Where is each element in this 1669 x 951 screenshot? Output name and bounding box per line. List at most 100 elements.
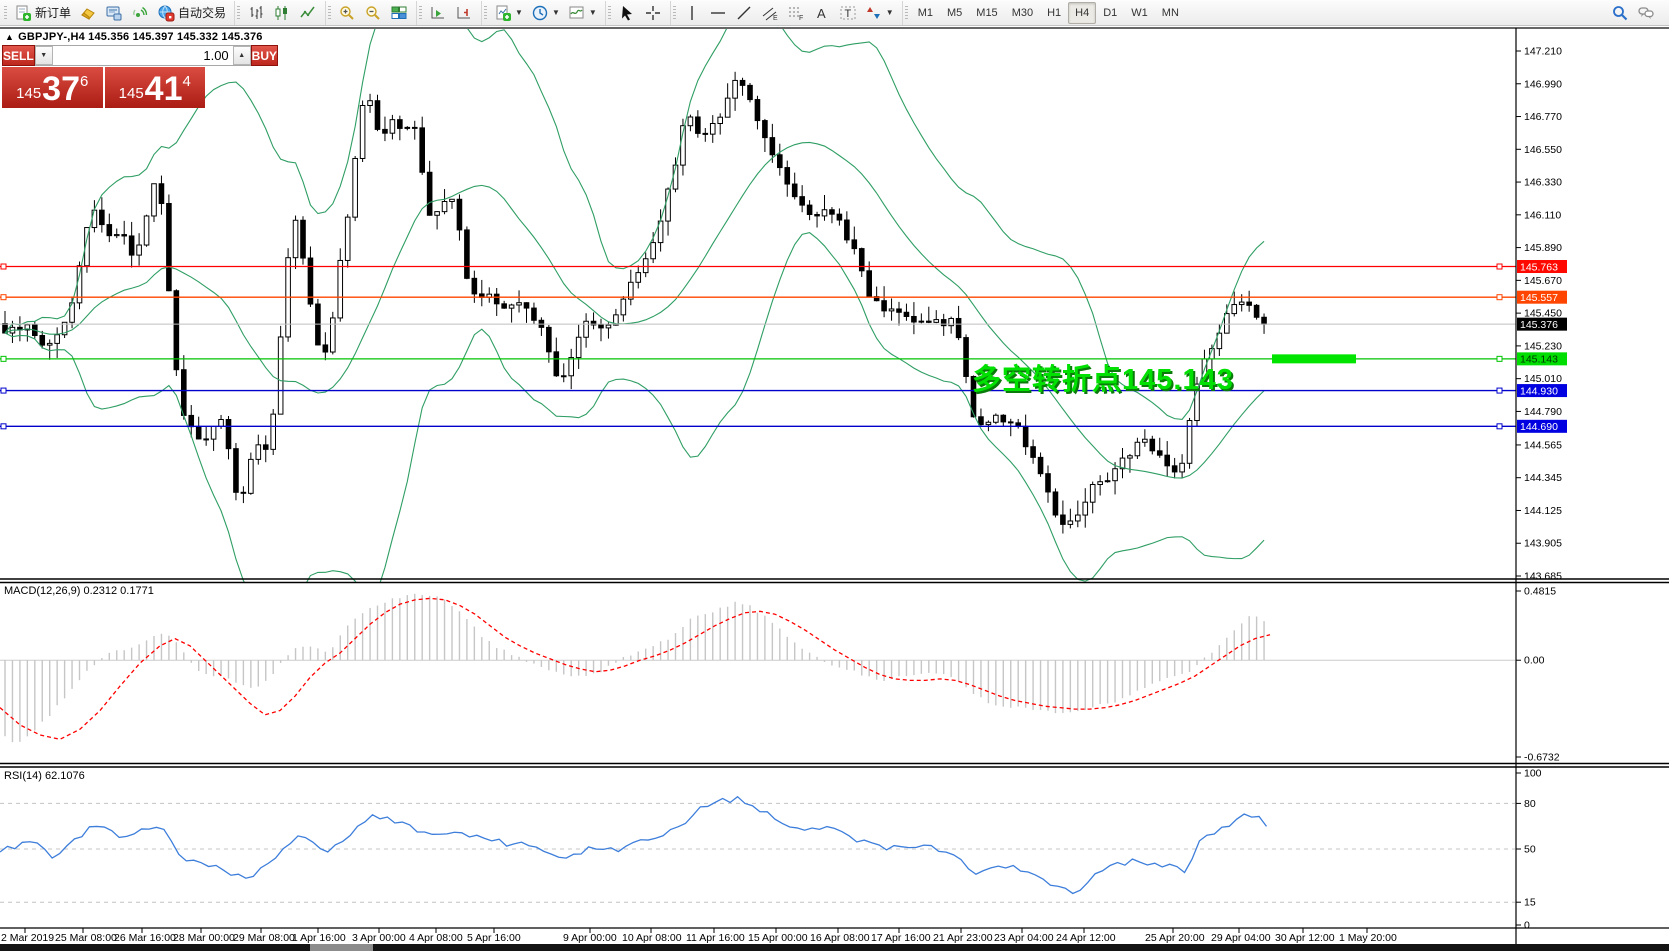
toolbar-group (325, 0, 416, 25)
hline-145-557-left-handle[interactable] (0, 294, 7, 301)
arrows-button-dropdown-icon[interactable]: ▼ (885, 8, 894, 17)
tf-button-m5[interactable]: M5 (947, 6, 963, 19)
metaeditor-icon (79, 4, 97, 22)
candle-body (501, 303, 507, 309)
bar-chart-button[interactable] (243, 1, 269, 25)
terminal-button[interactable] (101, 1, 127, 25)
hline-145-557-axis-label: 145.557 (1520, 292, 1558, 304)
candle-body (1112, 468, 1118, 482)
candle-body (1156, 450, 1163, 456)
svg-text:F: F (799, 15, 803, 22)
tf-button-m15[interactable]: M15 (976, 6, 998, 19)
bid-price-line-axis-label: 145.376 (1520, 319, 1558, 331)
sell-price-tile[interactable]: 145 37 6 (2, 67, 103, 108)
cursor-button[interactable] (614, 1, 640, 25)
tf-button-m1[interactable]: M1 (917, 6, 933, 19)
time-tick-label: 30 Apr 12:00 (1275, 932, 1335, 944)
candle-body (903, 311, 910, 317)
metaeditor-button[interactable] (75, 1, 101, 25)
bottom-scrollbar-thumb[interactable] (310, 944, 373, 951)
fibonacci-button[interactable]: F (783, 1, 809, 25)
candle-body (978, 416, 984, 426)
pivot-annotation-text[interactable]: 多空转折点145.143 (972, 364, 1234, 396)
candle-body (143, 215, 150, 246)
chat-button[interactable] (1633, 1, 1659, 25)
new-order-icon (14, 4, 32, 22)
text-label-button[interactable]: T (835, 1, 861, 25)
buy-price-sup: 4 (182, 73, 191, 90)
buy-price-prefix: 145 (118, 85, 144, 102)
trend-line-button[interactable] (731, 1, 757, 25)
svg-text:T: T (844, 8, 851, 20)
tf-button-m30[interactable]: M30 (1011, 6, 1034, 19)
time-tick-label: 23 Apr 04:00 (994, 932, 1054, 944)
tf-button-h4[interactable]: H4 (1068, 1, 1097, 24)
bar-chart-icon (247, 4, 265, 22)
channel-button[interactable]: E (757, 1, 783, 25)
sell-price-sup: 6 (80, 73, 89, 90)
tile-windows-button[interactable] (386, 1, 412, 25)
buy-button[interactable]: BUY (250, 45, 279, 66)
hline-144-930-right-handle[interactable] (1496, 387, 1503, 394)
candle-body (881, 300, 887, 312)
hline-145-143-left-handle[interactable] (0, 355, 7, 362)
price-tick-label: 146.550 (1524, 144, 1562, 156)
indicators-button-dropdown-icon[interactable]: ▼ (515, 8, 523, 17)
timeframe-group: M1 M5 M15 M30 H1 H4 D1 W1 MN (901, 0, 1190, 25)
vertical-line-button[interactable] (679, 1, 705, 25)
window-collapse-icon[interactable]: ▲ (5, 32, 15, 42)
candle-body (1246, 301, 1252, 306)
candle-body (61, 321, 68, 336)
candle-body (516, 302, 522, 306)
periods-button[interactable]: ▼ (527, 1, 564, 25)
chart-shift-button[interactable] (451, 1, 477, 25)
candle-body (449, 198, 455, 203)
arrows-button[interactable]: ▼ (861, 1, 898, 25)
templates-button[interactable]: ▼ (564, 1, 601, 25)
candlestick-button[interactable] (269, 1, 295, 25)
hline-145-143-right-handle[interactable] (1496, 355, 1503, 362)
autotrading-button[interactable]: 自动交易 (153, 1, 230, 25)
hline-145-763-left-handle[interactable] (0, 263, 7, 270)
zoom-in-button[interactable] (334, 1, 360, 25)
candle-body (404, 126, 411, 129)
rsi-tick-label: 80 (1524, 798, 1536, 810)
tf-button-mn[interactable]: MN (1161, 6, 1179, 19)
crosshair-button[interactable] (640, 1, 666, 25)
hline-145-557-right-handle[interactable] (1496, 294, 1503, 301)
hline-144-690-left-handle[interactable] (0, 423, 7, 430)
candle-body (993, 414, 999, 423)
volume-input[interactable] (52, 46, 233, 65)
buy-price-tile[interactable]: 145 41 4 (104, 67, 205, 108)
tf-button-w1[interactable]: W1 (1131, 6, 1148, 19)
window-bottom-border (0, 944, 1669, 951)
horizontal-line-button[interactable] (705, 1, 731, 25)
line-chart-button[interactable] (295, 1, 321, 25)
text-button[interactable]: A (809, 1, 835, 25)
sell-button[interactable]: SELL (2, 45, 35, 66)
hline-144-930-left-handle[interactable] (0, 387, 7, 394)
time-tick-label: 9 Apr 00:00 (563, 932, 617, 944)
zoom-out-button[interactable] (360, 1, 386, 25)
candle-body (106, 224, 113, 237)
periods-button-dropdown-icon[interactable]: ▼ (551, 8, 560, 17)
hline-145-763-right-handle[interactable] (1496, 263, 1503, 270)
volume-decrease-button[interactable]: ▼ (34, 46, 53, 65)
indicators-button[interactable]: ▼ (490, 1, 527, 25)
volume-increase-button[interactable]: ▲ (232, 46, 251, 65)
vertical-line-icon (683, 4, 701, 22)
tf-button-h1[interactable]: H1 (1047, 6, 1062, 19)
new-order-button[interactable]: 新订单 (10, 1, 75, 25)
search-button[interactable] (1607, 1, 1633, 25)
candlestick-series (2, 71, 1267, 534)
templates-button-dropdown-icon[interactable]: ▼ (588, 8, 597, 17)
candle-body (546, 326, 552, 353)
tf-button-d1[interactable]: D1 (1103, 6, 1118, 19)
auto-scroll-button[interactable] (425, 1, 451, 25)
candle-body (791, 183, 798, 198)
green-highlight-bar[interactable] (1272, 354, 1356, 364)
candle-body (203, 438, 209, 441)
hline-144-690-right-handle[interactable] (1496, 423, 1503, 430)
signals-button[interactable] (127, 1, 153, 25)
candle-body (1231, 304, 1238, 315)
